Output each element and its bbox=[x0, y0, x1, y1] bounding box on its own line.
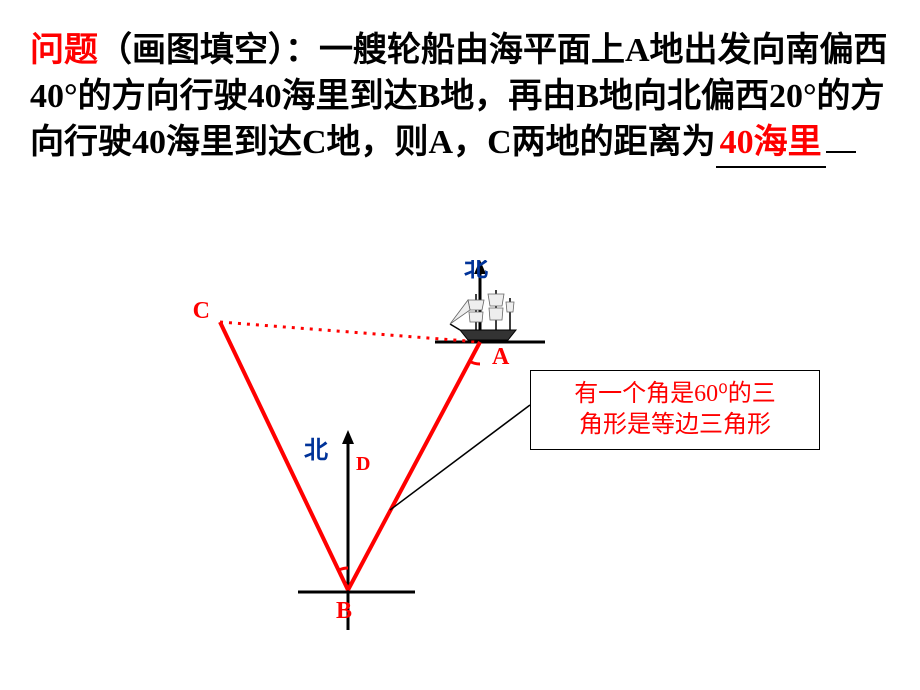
problem-text: 问题（画图填空）：一艘轮船由海平面上A地出发向南偏西40°的方向行驶40海里到达… bbox=[0, 0, 920, 168]
label-north-b: 北 bbox=[304, 437, 328, 464]
sub: （画图填空） bbox=[98, 32, 285, 69]
label-a: A bbox=[492, 344, 510, 370]
geometry-diagram: 北 北 A B C D bbox=[180, 260, 800, 680]
ship-icon bbox=[450, 290, 516, 340]
line-ca bbox=[220, 322, 480, 342]
callout-line2: 角形是等边三角形 bbox=[537, 410, 813, 441]
label-d: D bbox=[356, 453, 370, 475]
diagram-svg: 北 北 A B C D bbox=[180, 260, 800, 680]
callout-leader bbox=[390, 405, 530, 510]
keyword: 问题 bbox=[30, 32, 98, 69]
answer: 40海里 bbox=[716, 120, 826, 168]
callout-line1: 有一个角是60⁰的三 bbox=[537, 379, 813, 410]
label-b: B bbox=[336, 598, 352, 624]
north-arrowhead-b bbox=[342, 430, 354, 444]
label-north-a: 北 bbox=[464, 260, 488, 282]
blank-line bbox=[826, 151, 856, 153]
line-bc bbox=[220, 322, 348, 590]
callout-box: 有一个角是60⁰的三 角形是等边三角形 bbox=[530, 370, 820, 450]
colon: ： bbox=[285, 32, 319, 69]
label-c: C bbox=[193, 298, 210, 324]
